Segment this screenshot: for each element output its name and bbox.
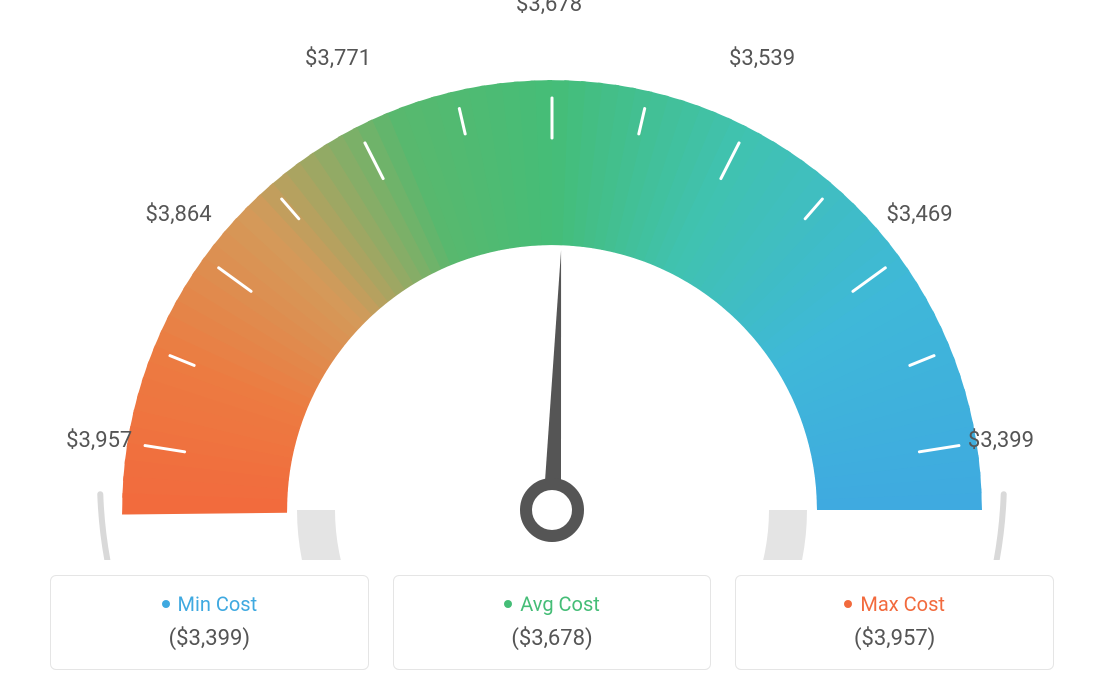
scale-label: $3,678 bbox=[516, 0, 582, 17]
legend-label-row-max: Max Cost bbox=[756, 592, 1033, 616]
legend-row: Min Cost ($3,399) Avg Cost ($3,678) Max … bbox=[50, 575, 1054, 670]
legend-card-max: Max Cost ($3,957) bbox=[735, 575, 1054, 670]
legend-label-row-avg: Avg Cost bbox=[414, 592, 691, 616]
legend-dot-avg bbox=[504, 600, 512, 608]
legend-label-max: Max Cost bbox=[860, 592, 945, 616]
scale-label: $3,469 bbox=[887, 202, 953, 227]
legend-label-min: Min Cost bbox=[178, 592, 258, 616]
scale-label: $3,539 bbox=[729, 46, 795, 71]
gauge-svg bbox=[0, 0, 1104, 560]
legend-dot-min bbox=[162, 600, 170, 608]
legend-value-avg: ($3,678) bbox=[414, 626, 691, 651]
scale-label: $3,399 bbox=[968, 428, 1034, 453]
scale-label: $3,771 bbox=[305, 46, 371, 71]
legend-value-min: ($3,399) bbox=[71, 626, 348, 651]
legend-value-max: ($3,957) bbox=[756, 626, 1033, 651]
legend-card-min: Min Cost ($3,399) bbox=[50, 575, 369, 670]
legend-label-avg: Avg Cost bbox=[520, 592, 600, 616]
scale-label: $3,957 bbox=[66, 428, 132, 453]
scale-label: $3,864 bbox=[145, 202, 211, 227]
gauge-cost-chart: $3,399 $3,469 $3,539 $3,678 $3,771 $3,864 $3,9… bbox=[0, 0, 1104, 690]
legend-dot-max bbox=[844, 600, 852, 608]
gauge-area: $3,399 $3,469 $3,539 $3,678 $3,771 $3,864 $3,9… bbox=[0, 0, 1104, 560]
legend-card-avg: Avg Cost ($3,678) bbox=[393, 575, 712, 670]
legend-label-row-min: Min Cost bbox=[71, 592, 348, 616]
